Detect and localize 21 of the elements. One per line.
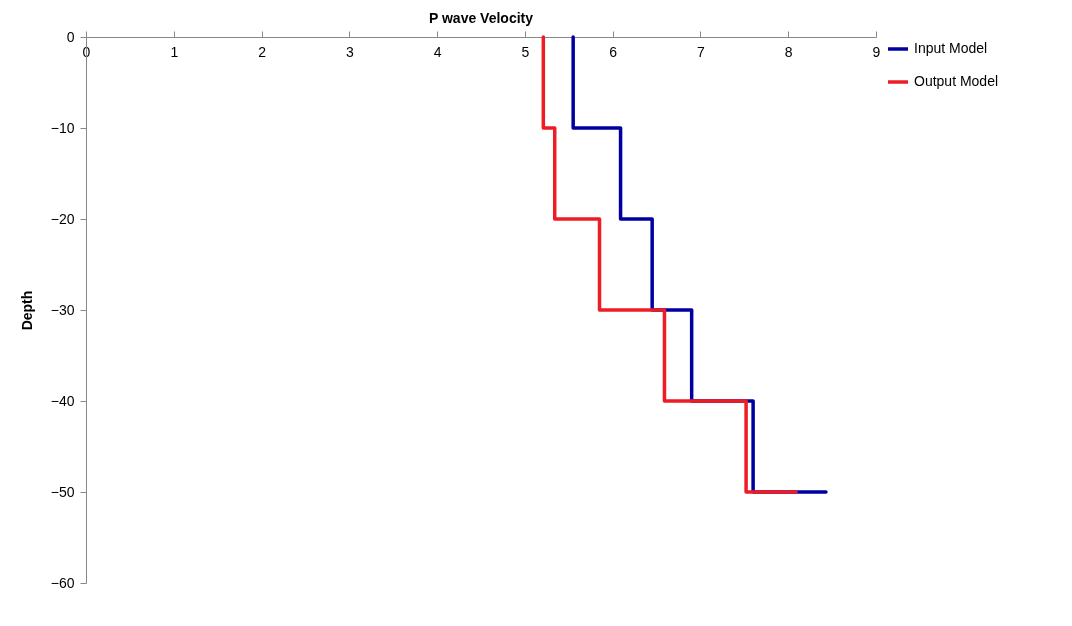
y-tick-label: −10 (50, 119, 75, 136)
y-tick-label: −40 (50, 392, 75, 409)
x-tick-label: 5 (521, 43, 530, 60)
legend-label: Input Model (914, 40, 988, 56)
line-series (541, 35, 798, 494)
chart-title: P wave Velocity (428, 10, 534, 26)
x-tick-label: 6 (609, 43, 618, 60)
x-tick-label: 1 (170, 43, 179, 60)
legend-label: Output Model (914, 73, 999, 89)
x-tick-label: 2 (258, 43, 267, 60)
x-tick-label: 4 (433, 43, 442, 60)
y-tick-label: −60 (50, 574, 75, 591)
x-tick-label: 7 (697, 43, 706, 60)
y-tick-label: −30 (50, 301, 75, 318)
y-tick-label: 0 (66, 28, 75, 45)
x-tick-label: 8 (784, 43, 793, 60)
y-tick-label: −20 (50, 210, 75, 227)
y-tick-label: −50 (50, 483, 75, 500)
x-tick-label: 9 (872, 43, 881, 60)
y-axis-title: Depth (18, 290, 35, 331)
x-tick-label: 3 (345, 43, 354, 60)
